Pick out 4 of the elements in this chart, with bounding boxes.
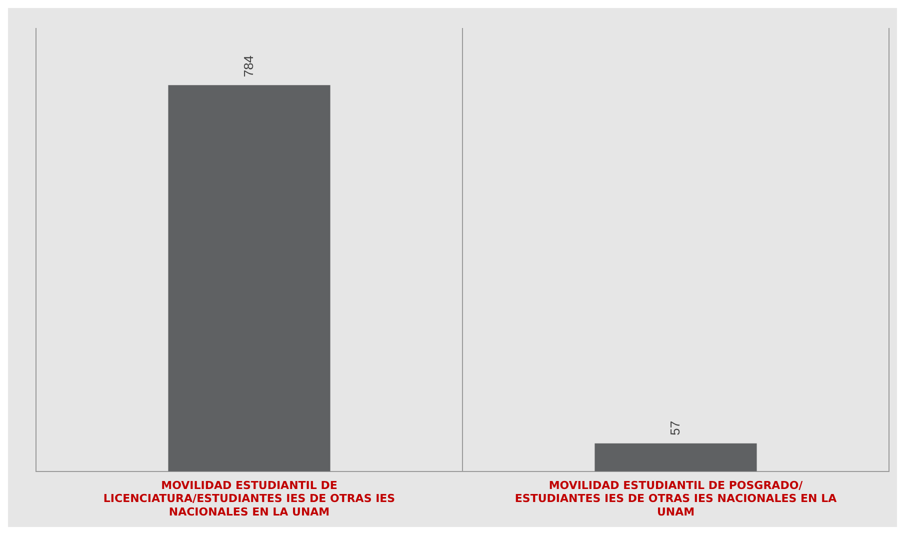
x-tick-label: MOVILIDAD ESTUDIANTIL DE POSGRADO/ ESTUDIANTES IES DE OTRAS IES NACIONALES EN LA UNAM — [514, 478, 838, 518]
data-label: 784 — [240, 55, 256, 78]
x-tick-label: MOVILIDAD ESTUDIANTIL DE LICENCIATURA/ESTUDIANTES IES DE OTRAS IES NACIONALES EN LA UNAM — [103, 478, 396, 518]
data-label: 57 — [667, 420, 682, 436]
